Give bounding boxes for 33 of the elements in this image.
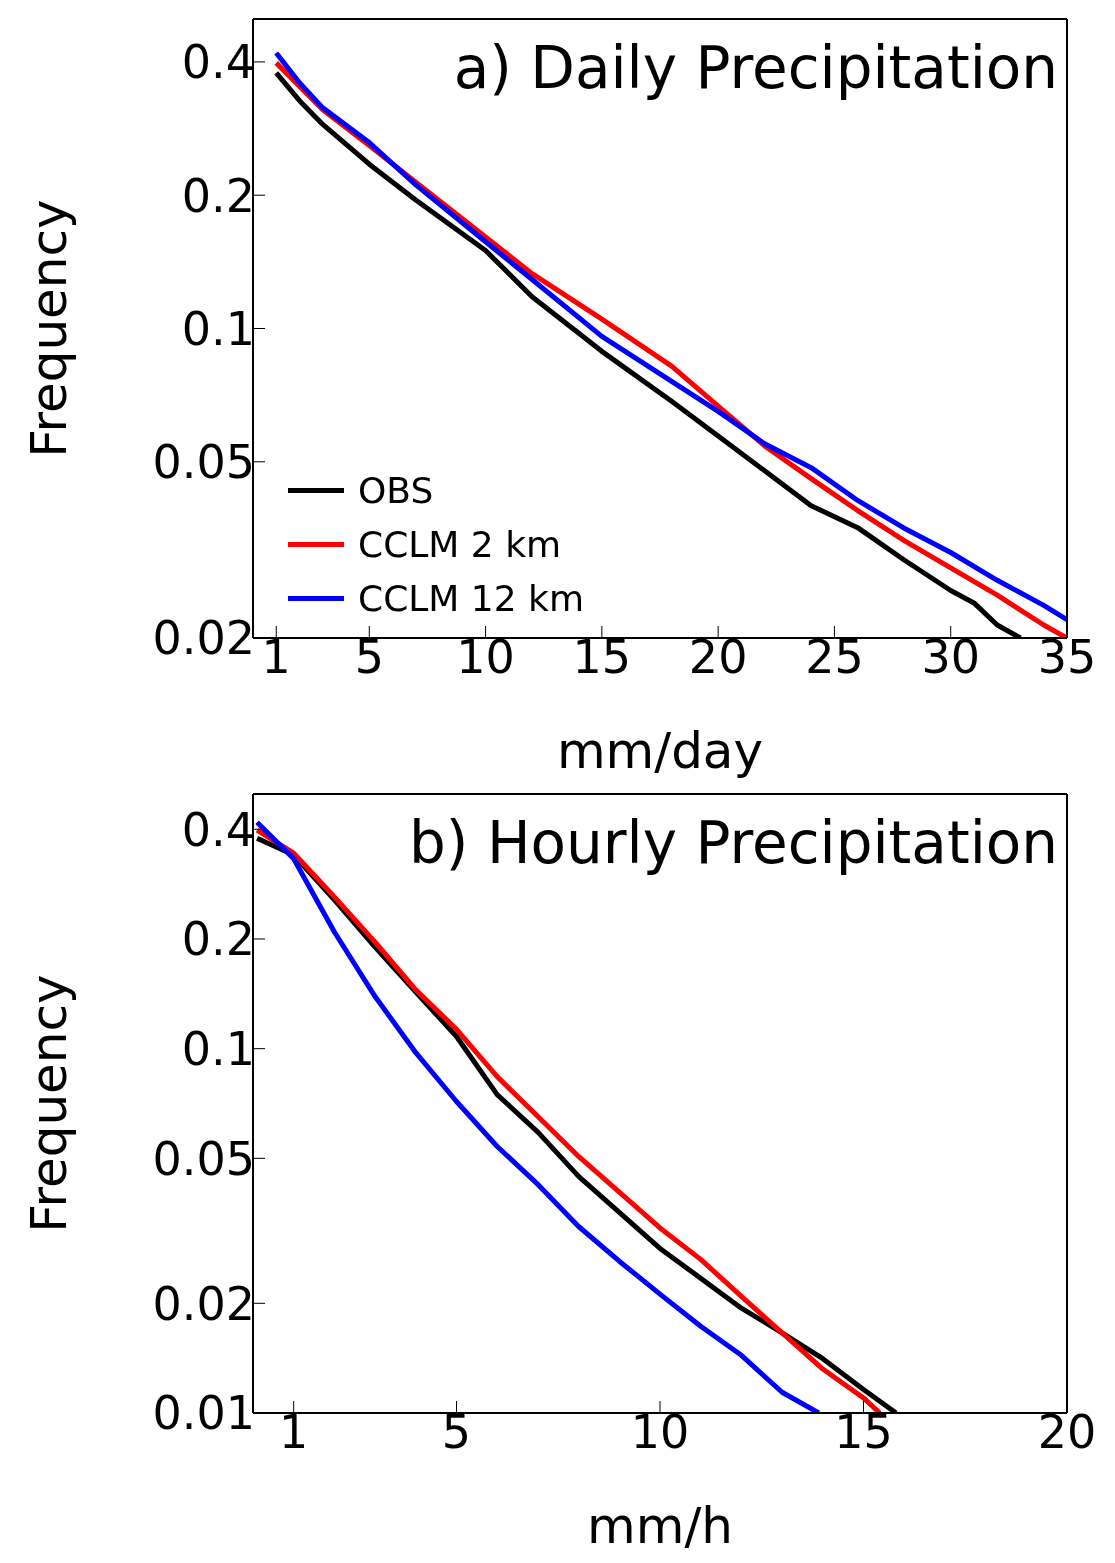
x-tick-label: 1 [279, 1404, 309, 1459]
y-tick-label: 0.2 [181, 912, 255, 967]
x-tick-label: 20 [688, 629, 748, 684]
y-tick-label: 0.05 [152, 1131, 255, 1186]
legend-label: CCLM 2 km [358, 523, 562, 565]
chart-title: b) Hourly Precipitation [409, 809, 1058, 877]
y-tick-label: 0.1 [181, 1021, 255, 1076]
legend-label: CCLM 12 km [358, 577, 585, 619]
x-tick-label: 5 [354, 629, 384, 684]
x-axis-title: mm/h [587, 1497, 733, 1555]
x-tick-label: 35 [1037, 629, 1097, 684]
x-tick-label: 15 [572, 629, 632, 684]
x-tick-label: 15 [834, 1404, 893, 1459]
y-tick-label: 0.02 [152, 611, 255, 666]
y-tick-label: 0.1 [181, 301, 255, 356]
x-tick-label: 1 [261, 629, 291, 684]
y-axis-title: Frequency [19, 199, 78, 458]
x-tick-label: 20 [1037, 1404, 1097, 1459]
y-tick-label: 0.4 [181, 802, 255, 857]
y-tick-label: 0.4 [181, 35, 255, 90]
y-tick-label: 0.05 [152, 435, 255, 490]
x-axis-title: mm/day [556, 722, 764, 780]
y-tick-label: 0.2 [181, 168, 255, 223]
x-tick-label: 25 [805, 629, 864, 684]
legend-label: OBS [358, 469, 434, 511]
x-tick-label: 5 [441, 1404, 472, 1459]
x-tick-label: 30 [921, 629, 980, 684]
y-tick-label: 0.01 [152, 1386, 255, 1441]
chart-title: a) Daily Precipitation [453, 34, 1058, 102]
y-axis-title: Frequency [19, 974, 78, 1233]
x-tick-label: 10 [630, 1404, 690, 1459]
y-tick-label: 0.02 [152, 1276, 255, 1331]
x-tick-label: 10 [456, 629, 515, 684]
